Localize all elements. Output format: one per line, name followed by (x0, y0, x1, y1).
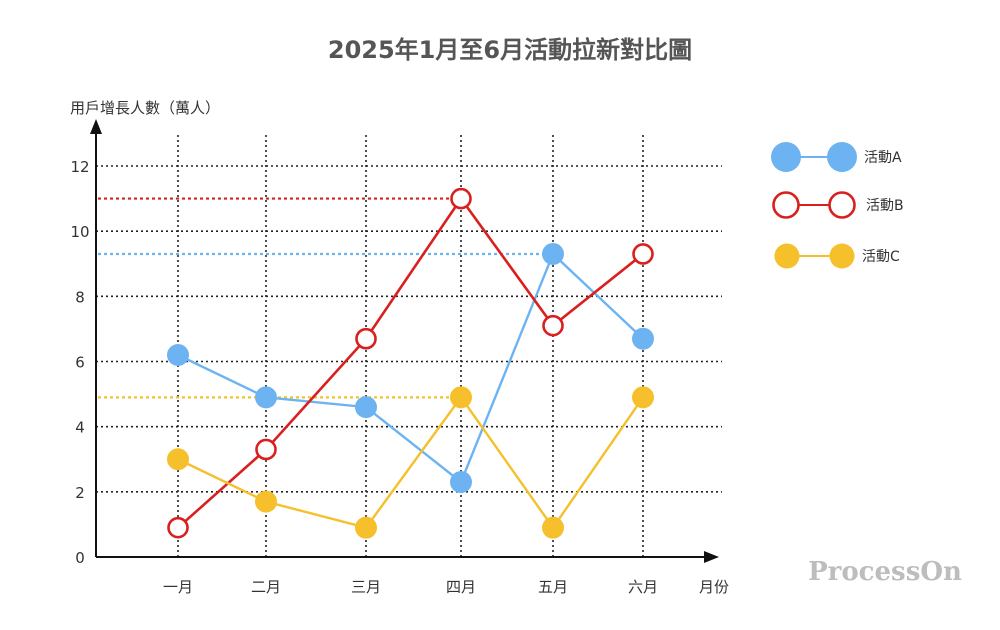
y-tick-label: 12 (70, 158, 89, 176)
legend: 活動A 活動B 活動C (771, 142, 904, 269)
y-axis-label: 用戶增長人數（萬人） (70, 99, 220, 117)
series-1 (167, 242, 654, 494)
x-tick-label: 五月 (538, 578, 568, 596)
x-tick-labels: 一月 二月 三月 四月 五月 六月 (163, 578, 658, 596)
y-tick-label: 10 (70, 223, 89, 241)
legend-item-2: 活動B (772, 191, 904, 219)
series-2 (167, 187, 654, 539)
legend-label: 活動A (864, 150, 902, 166)
data-point (542, 242, 564, 265)
data-point (542, 314, 564, 337)
data-point (632, 243, 654, 265)
data-point (355, 516, 377, 539)
x-tick-label: 一月 (163, 578, 193, 596)
y-tick-label: 2 (75, 484, 85, 502)
watermark: ProcessOn (808, 557, 962, 587)
y-tick-label: 4 (75, 419, 85, 437)
y-tick-label: 8 (75, 288, 85, 306)
x-tick-label: 六月 (628, 578, 658, 596)
legend-label: 活動C (862, 249, 900, 265)
legend-item-3: 活動C (774, 243, 900, 269)
data-point (632, 386, 654, 409)
legend-item-1: 活動A (771, 142, 902, 172)
data-point (167, 516, 189, 539)
legend-label: 活動B (866, 198, 904, 214)
data-point (542, 516, 564, 539)
max-reference-lines (98, 197, 553, 399)
data-point (255, 490, 277, 513)
data-point (167, 448, 189, 471)
data-point (255, 438, 277, 461)
legend-marker (827, 142, 857, 172)
axes (90, 119, 719, 563)
data-point (450, 386, 472, 409)
series-line (177, 395, 644, 530)
data-point (355, 396, 377, 419)
y-tick-labels: 0 2 4 6 8 10 12 (70, 158, 89, 567)
legend-marker (828, 191, 856, 219)
x-tick-label: 三月 (351, 578, 381, 596)
series-group (167, 187, 654, 539)
y-tick-label: 6 (75, 354, 85, 372)
data-point (255, 386, 277, 409)
legend-marker (772, 191, 800, 219)
series-3 (167, 386, 654, 539)
data-point (450, 471, 472, 494)
data-point (632, 327, 654, 350)
legend-marker (774, 243, 800, 269)
x-axis-label: 月份 (699, 578, 729, 596)
data-point (167, 343, 189, 366)
data-point (355, 327, 377, 350)
x-tick-label: 二月 (251, 578, 281, 596)
data-point (450, 187, 472, 210)
series-line (177, 251, 644, 484)
y-tick-label: 0 (75, 549, 85, 567)
series-line (177, 196, 644, 529)
chart-title: 2025年1月至6月活動拉新對比圖 (328, 36, 692, 64)
legend-marker (829, 243, 855, 269)
x-axis-arrow (704, 551, 719, 563)
legend-marker (771, 142, 801, 172)
x-tick-label: 四月 (446, 578, 476, 596)
y-axis-arrow (90, 119, 102, 134)
